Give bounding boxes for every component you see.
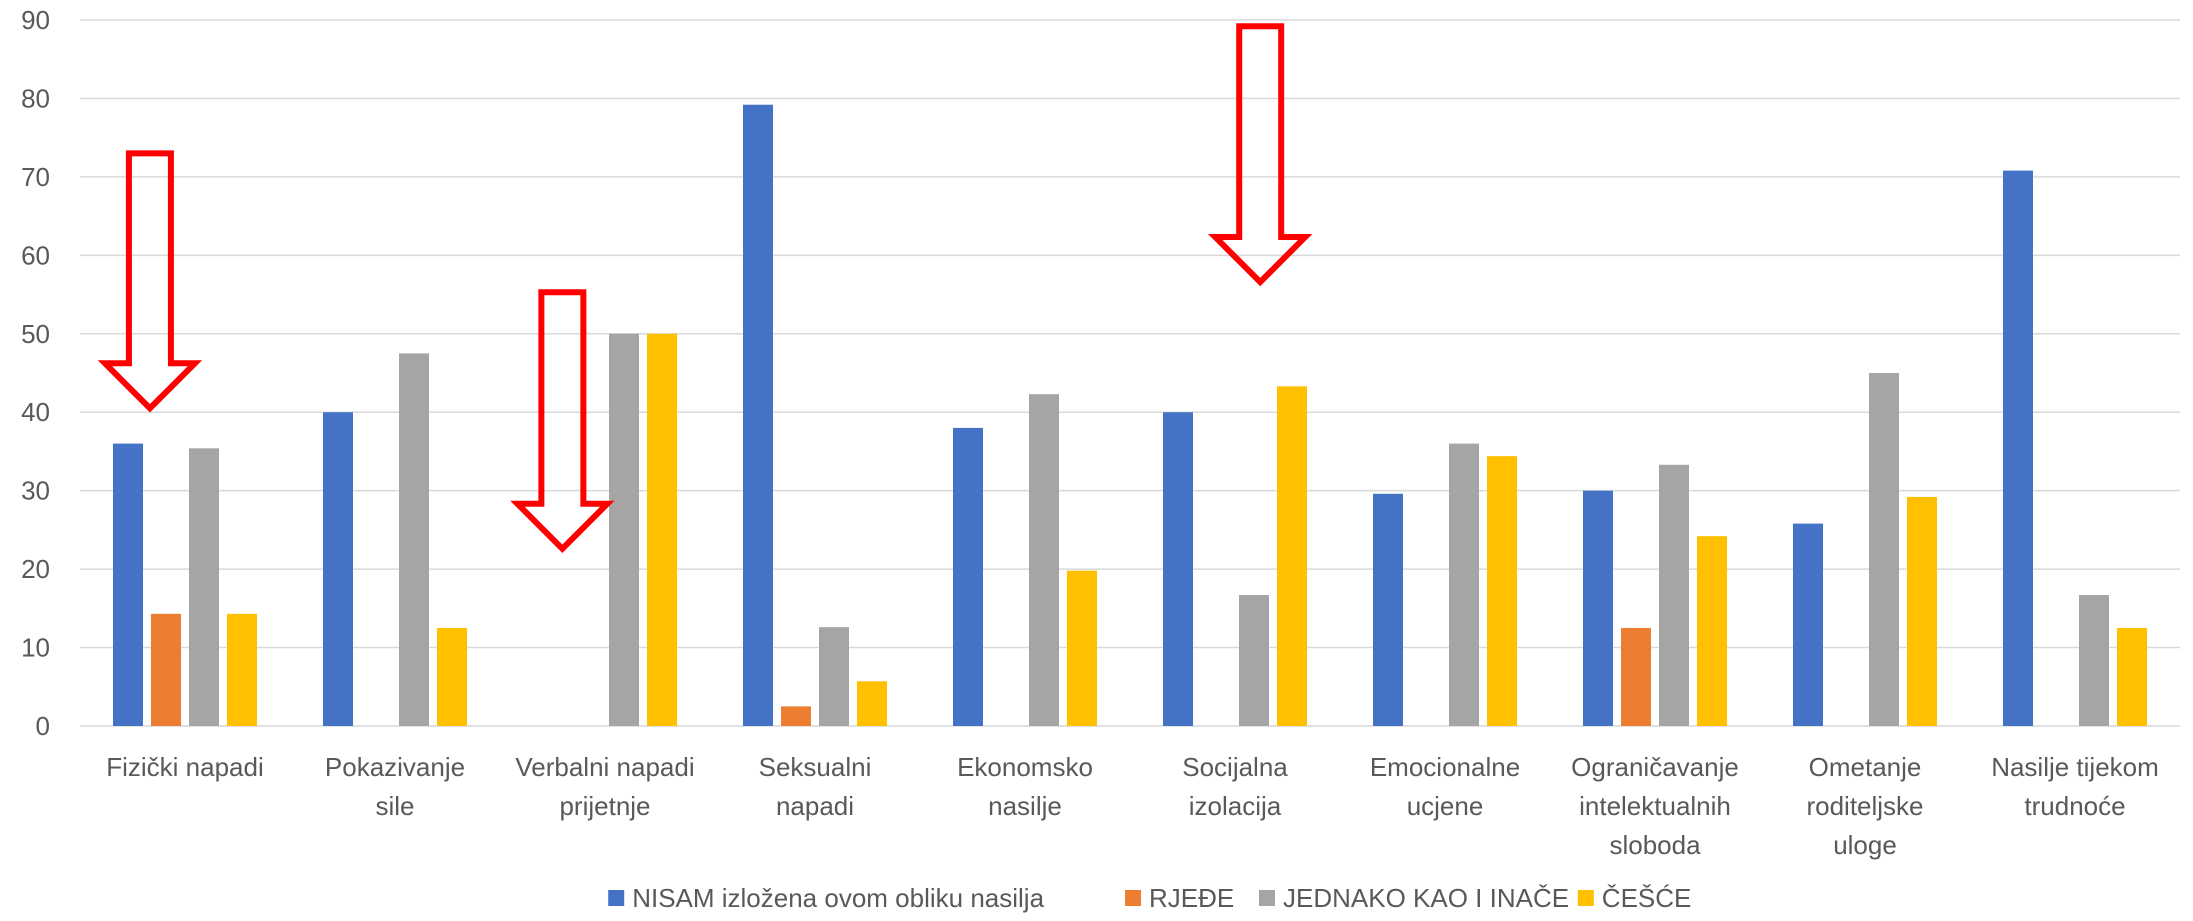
x-category-label: Emocionalne xyxy=(1370,752,1520,782)
bar-4-series-4 xyxy=(857,681,887,726)
red-down-arrow-1 xyxy=(97,150,203,413)
bar-2-series-4 xyxy=(437,627,467,726)
bar-5-series-1 xyxy=(953,427,983,726)
y-tick-label: 0 xyxy=(36,711,50,741)
bar-6-series-3 xyxy=(1239,594,1269,726)
x-category-label: Seksualni xyxy=(759,752,872,782)
bar-7-series-1 xyxy=(1373,493,1403,726)
y-tick-label: 40 xyxy=(21,397,50,427)
x-category-label: trudnoće xyxy=(2024,791,2125,821)
y-tick-label: 90 xyxy=(21,5,50,35)
legend: NISAM izložena ovom obliku nasilja RJEĐE J… xyxy=(608,883,1691,913)
bar-6-series-1 xyxy=(1163,412,1193,726)
bar-5-series-3 xyxy=(1029,394,1059,726)
legend-swatch-1 xyxy=(608,890,625,906)
y-tick-label: 60 xyxy=(21,240,50,270)
x-category-label: napadi xyxy=(776,791,854,821)
x-category-label: uloge xyxy=(1833,830,1897,860)
bar-1-series-1 xyxy=(113,443,143,726)
y-tick-label: 30 xyxy=(21,476,50,506)
y-tick-label: 20 xyxy=(21,554,50,584)
x-category-label: prijetnje xyxy=(559,791,650,821)
y-tick-label: 70 xyxy=(21,162,50,192)
bar-3-series-4 xyxy=(647,333,677,726)
x-category-label: sile xyxy=(375,791,414,821)
x-category-label: Verbalni napadi xyxy=(515,752,694,782)
legend-label-4: ČEŠĆE xyxy=(1602,883,1692,913)
bars xyxy=(113,104,2147,727)
legend-label-1: NISAM izložena ovom obliku nasilja xyxy=(632,883,1044,913)
bar-4-series-3 xyxy=(819,627,849,726)
x-category-label: nasilje xyxy=(988,791,1062,821)
bar-8-series-1 xyxy=(1583,490,1613,726)
x-category-label: Ograničavanje xyxy=(1571,752,1739,782)
x-category-label: Socijalna xyxy=(1182,752,1288,782)
bar-1-series-2 xyxy=(151,613,181,726)
red-down-arrow-3 xyxy=(1207,23,1313,287)
x-category-label: izolacija xyxy=(1189,791,1282,821)
x-category-label: sloboda xyxy=(1609,830,1701,860)
bar-8-series-3 xyxy=(1659,464,1689,726)
y-axis-ticks: 0 10 20 30 40 50 60 70 80 90 xyxy=(21,5,50,741)
bar-3-series-3 xyxy=(609,333,639,726)
x-category-label: ucjene xyxy=(1407,791,1484,821)
x-category-label: Ekonomsko xyxy=(957,752,1093,782)
bar-1-series-3 xyxy=(189,448,219,726)
bar-7-series-4 xyxy=(1487,456,1517,726)
legend-label-2: RJEĐE xyxy=(1149,883,1234,913)
x-axis-labels: Fizički napadi Pokazivanje sile Verbalni na… xyxy=(106,752,2159,860)
bar-8-series-4 xyxy=(1697,536,1727,726)
x-category-label: Ometanje xyxy=(1809,752,1922,782)
legend-swatch-4 xyxy=(1577,890,1594,906)
annotation-arrows xyxy=(97,23,1313,553)
y-tick-label: 80 xyxy=(21,83,50,113)
legend-swatch-2 xyxy=(1125,890,1141,906)
bar-9-series-1 xyxy=(1793,523,1823,726)
bar-1-series-4 xyxy=(227,613,257,726)
bar-2-series-1 xyxy=(323,412,353,726)
x-category-label: roditeljske xyxy=(1806,791,1923,821)
gridlines xyxy=(80,19,2180,727)
bar-5-series-4 xyxy=(1067,570,1097,726)
bar-9-series-4 xyxy=(1907,496,1937,726)
bar-7-series-3 xyxy=(1449,443,1479,726)
x-category-label: intelektualnih xyxy=(1579,791,1731,821)
y-tick-label: 10 xyxy=(21,633,50,663)
legend-label-3: JEDNAKO KAO I INAČE xyxy=(1283,883,1569,913)
x-category-label: Pokazivanje xyxy=(325,752,465,782)
bar-10-series-4 xyxy=(2117,627,2147,726)
bar-2-series-3 xyxy=(399,353,429,726)
bar-4-series-1 xyxy=(743,104,773,727)
bar-10-series-3 xyxy=(2079,594,2109,726)
x-category-label: Fizički napadi xyxy=(106,752,264,782)
bar-4-series-2 xyxy=(781,706,811,726)
bar-8-series-2 xyxy=(1621,627,1651,726)
red-down-arrow-2 xyxy=(510,289,615,553)
x-category-label: Nasilje tijekom xyxy=(1991,752,2159,782)
bar-6-series-4 xyxy=(1277,386,1307,726)
legend-swatch-3 xyxy=(1259,890,1275,906)
bar-10-series-1 xyxy=(2003,170,2033,726)
y-tick-label: 50 xyxy=(21,319,50,349)
bar-9-series-3 xyxy=(1869,373,1899,726)
